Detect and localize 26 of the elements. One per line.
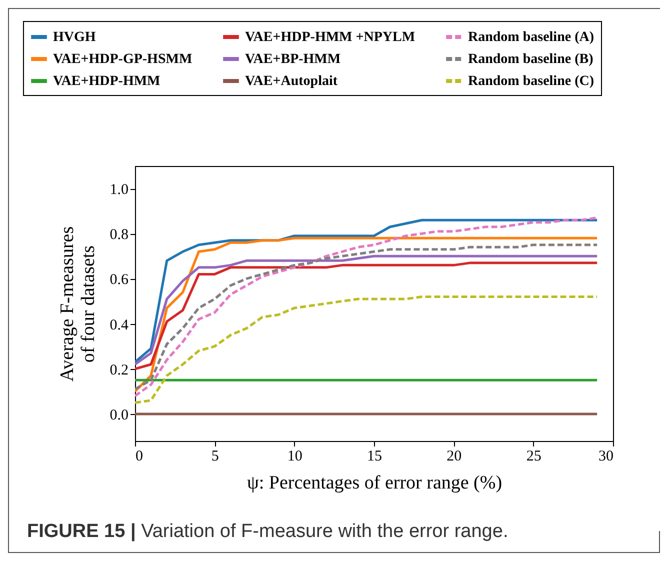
legend-label: VAE+Autoplait: [245, 74, 338, 89]
legend-label: Random baseline (B): [468, 52, 594, 67]
caption: FIGURE 15 | Variation of F-measure with the error range.: [27, 521, 508, 543]
x-tick-label: 15: [367, 448, 382, 464]
x-tick-label: 0: [136, 448, 143, 464]
legend-label: VAE+BP-HMM: [245, 52, 341, 67]
y-tick-label: 0.4: [110, 317, 129, 334]
y-tick-label: 0.8: [110, 227, 128, 244]
y-tick-label: 0.0: [110, 407, 128, 424]
x-axis-title: ψ: Percentages of error range (%): [246, 472, 502, 494]
legend-label: VAE+HDP-HMM +NPYLM: [245, 30, 416, 45]
x-tick-label: 30: [598, 448, 614, 464]
x-tick-label: 25: [526, 448, 542, 464]
x-tick-label: 10: [287, 448, 302, 464]
legend-label: VAE+HDP-HMM: [53, 74, 160, 89]
y-axis-title: Average F-measures of four datasets: [56, 226, 99, 382]
y-tick-label: 0.6: [110, 272, 129, 288]
x-tick-label: 5: [211, 448, 219, 464]
x-tick-label: 20: [446, 448, 462, 464]
line-series: [135, 295, 598, 404]
y-tick-label: 1.0: [110, 182, 128, 198]
y-tick-label: 0.2: [110, 362, 128, 378]
legend-label: Random baseline (A): [468, 30, 594, 45]
legend-label: VAE+HDP-GP-HSMM: [53, 52, 192, 67]
legend-label: Random baseline (C): [468, 74, 594, 89]
legend-label: HVGH: [53, 30, 96, 45]
